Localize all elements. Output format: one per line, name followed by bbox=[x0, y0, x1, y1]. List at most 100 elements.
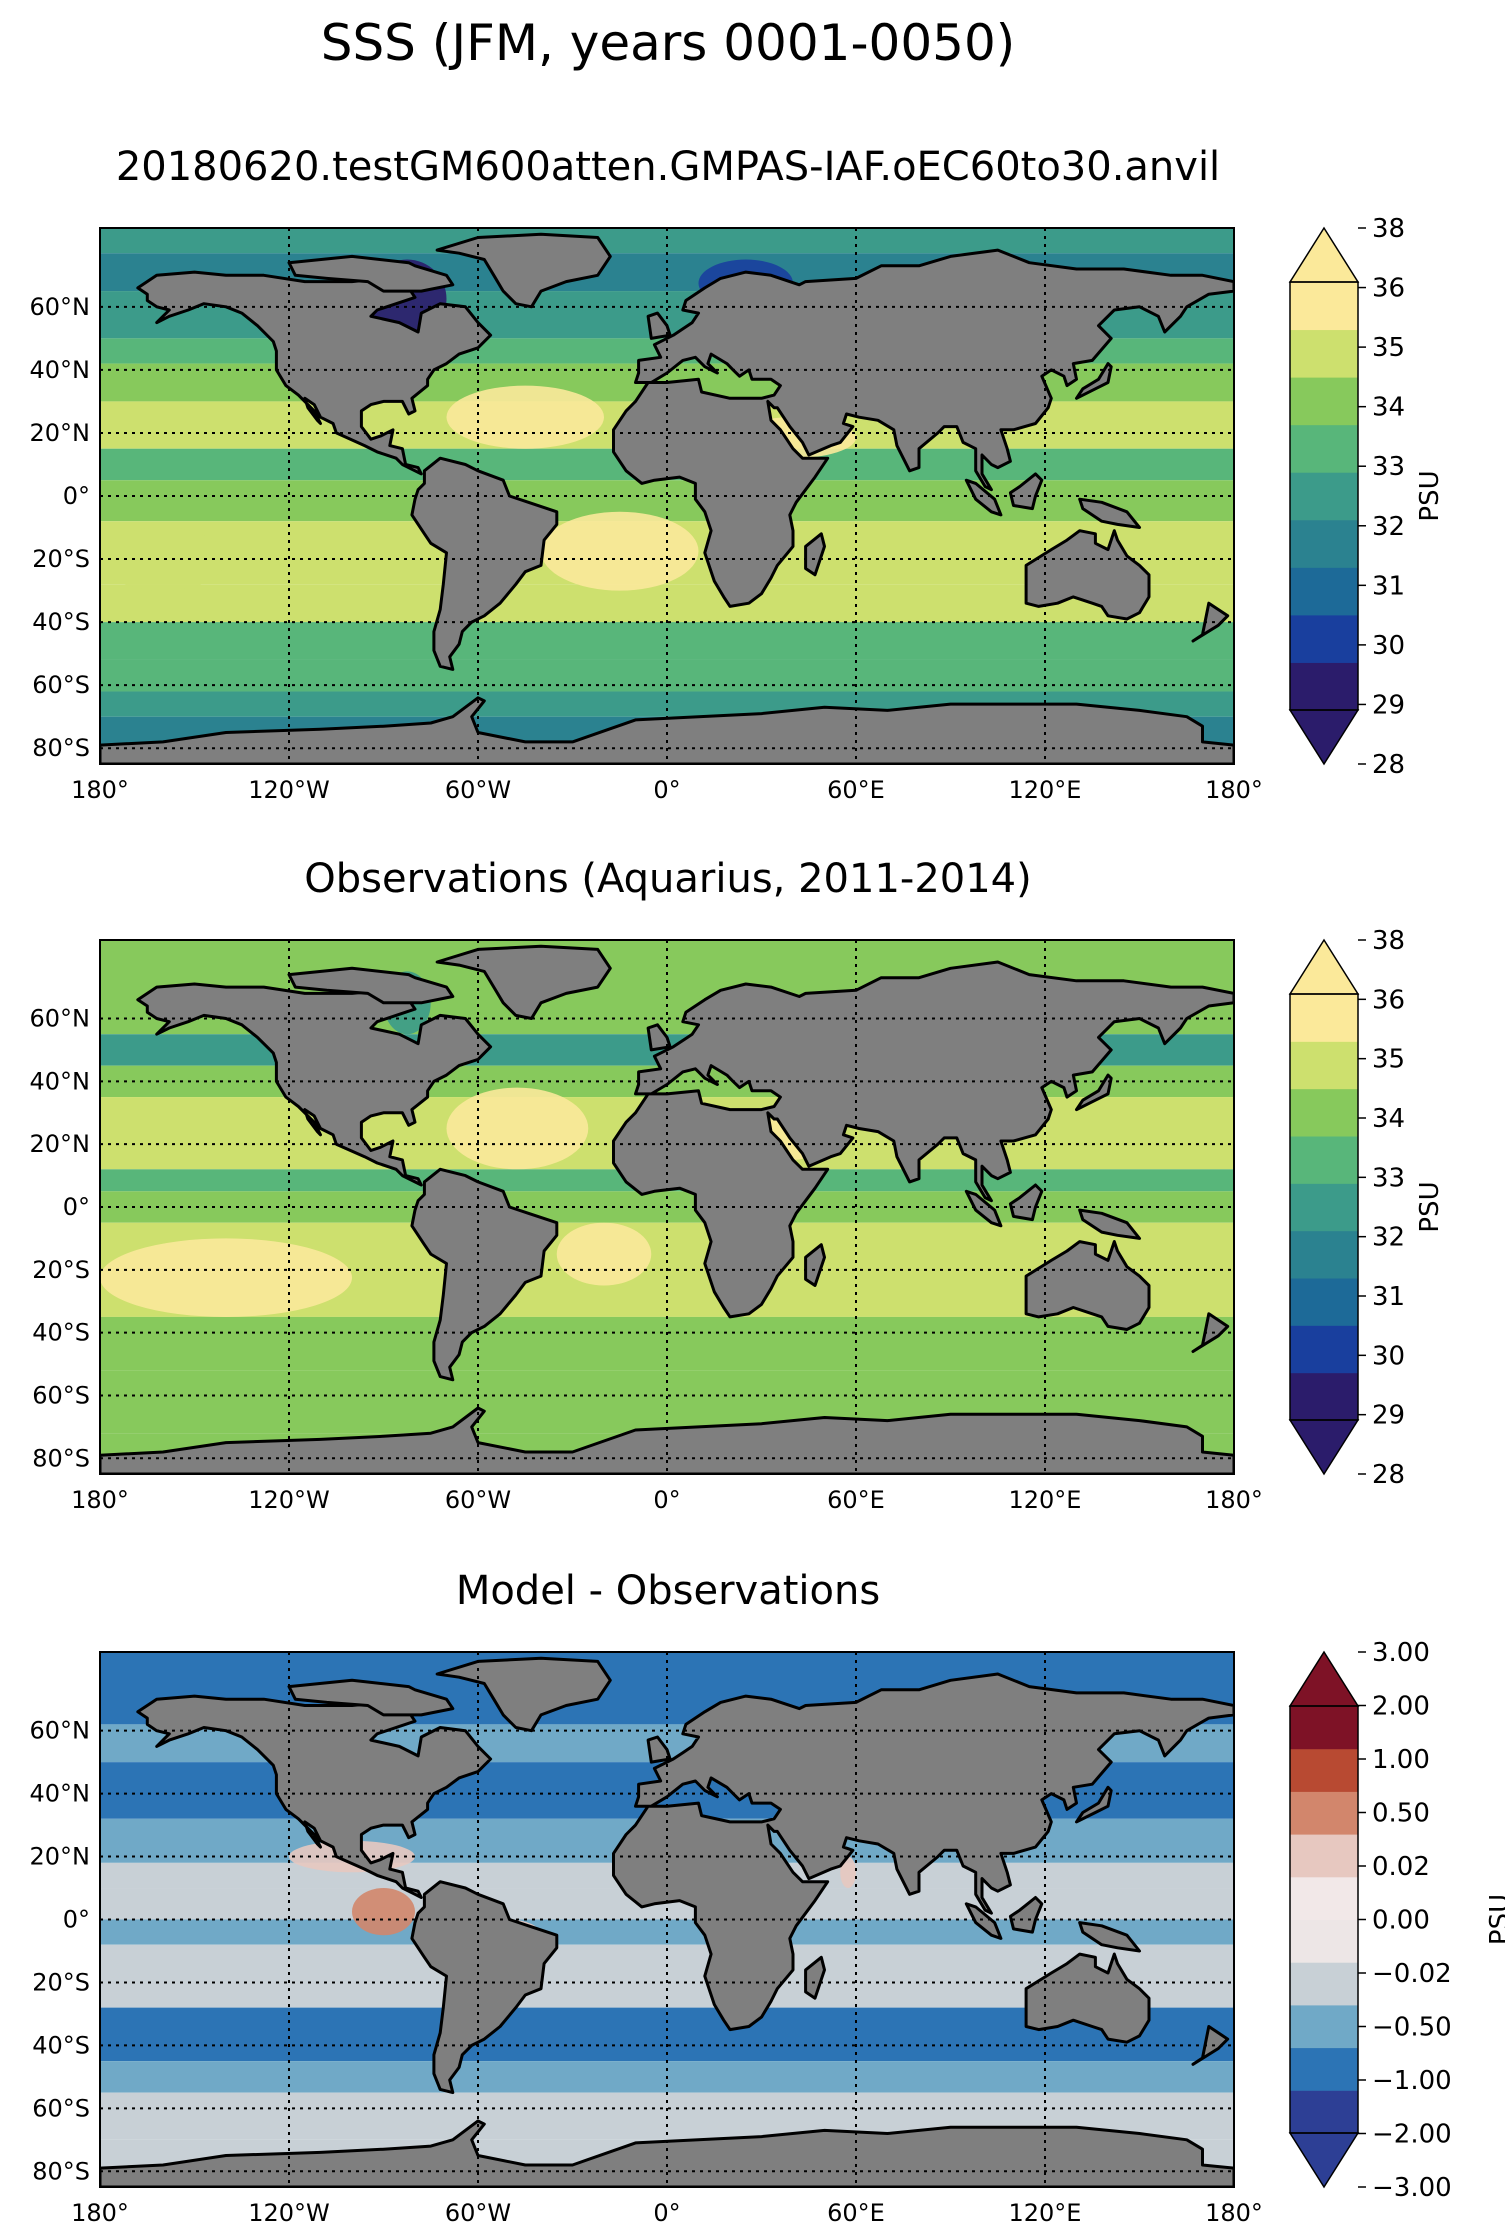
field-region-3 bbox=[100, 527, 226, 591]
colorbar-segment bbox=[1290, 1962, 1358, 2006]
x-tick-label: 120°W bbox=[248, 2199, 330, 2227]
land-sumatra bbox=[964, 478, 1003, 517]
colorbar-tick-label: 28 bbox=[1372, 750, 1405, 780]
land-eurasia-africa bbox=[612, 960, 1234, 1319]
panel-title-observations: Observations (Aquarius, 2011-2014) bbox=[304, 856, 1031, 902]
x-tick-label: 120°E bbox=[1009, 1486, 1082, 1514]
x-tick-label: 120°E bbox=[1009, 776, 1082, 804]
land-eurasia-africa bbox=[612, 248, 1234, 608]
colorbar-segment bbox=[1290, 2090, 1358, 2134]
colorbar-segment bbox=[1290, 424, 1358, 473]
x-tick-label: 180° bbox=[1205, 2199, 1263, 2227]
y-tick-label: 40°S bbox=[32, 1319, 90, 1347]
colorbar-extend-min bbox=[1288, 709, 1360, 766]
map-panel-difference: 180° 120°W 60°W 0° 60°E 120°E 180° 60°N 40°N 20°N… bbox=[30, 1638, 1505, 2227]
colorbar-extend-min bbox=[1288, 1419, 1360, 1476]
y-tick-label: 40°N bbox=[30, 356, 91, 384]
field-region-0 bbox=[446, 1087, 589, 1170]
colorbar-tick-label: 35 bbox=[1372, 333, 1405, 363]
field-region-4 bbox=[100, 1238, 352, 1317]
y-tick-label: 40°N bbox=[30, 1067, 91, 1095]
colorbar-tick-label: 29 bbox=[1372, 690, 1405, 720]
colorbar-tick-label: 32 bbox=[1372, 1223, 1405, 1253]
land-borneo bbox=[1008, 1183, 1044, 1222]
colorbar-segment bbox=[1290, 1088, 1358, 1137]
land-sumatra bbox=[964, 1189, 1003, 1228]
panel-title-difference: Model - Observations bbox=[456, 1568, 880, 1614]
land-australia bbox=[1024, 529, 1151, 621]
colorbar-segment bbox=[1290, 1748, 1358, 1792]
land-borneo bbox=[1008, 1896, 1044, 1934]
land-australia bbox=[1024, 1240, 1151, 1331]
colorbar-tick-label: −1.00 bbox=[1372, 2066, 1452, 2096]
y-tick-label: 20°N bbox=[30, 1130, 91, 1158]
map-area bbox=[100, 940, 1234, 1474]
colorbar-tick-label: −3.00 bbox=[1372, 2173, 1452, 2203]
colorbar-segment bbox=[1290, 1706, 1358, 1750]
x-tick-label: 60°W bbox=[445, 1486, 511, 1514]
colorbar-tick-label: 2.00 bbox=[1372, 1692, 1430, 1722]
land-madagascar bbox=[804, 1955, 826, 2000]
colorbar-segment bbox=[1290, 1876, 1358, 1920]
land-uk bbox=[646, 1735, 672, 1764]
x-tick-label: 180° bbox=[1205, 776, 1263, 804]
colorbar-extend-max bbox=[1288, 226, 1360, 283]
x-tick-label: 60°W bbox=[445, 2199, 511, 2227]
y-tick-label: 20°S bbox=[32, 1968, 90, 1996]
land-north-america bbox=[136, 982, 493, 1187]
land-arctic-islands bbox=[287, 1678, 455, 1717]
land-north-america bbox=[136, 1694, 493, 1899]
colorbar-tick-label: 36 bbox=[1372, 274, 1405, 304]
colorbar-segment bbox=[1290, 662, 1358, 711]
colorbar-tick-label: 0.50 bbox=[1372, 1799, 1430, 1829]
land-new-guinea bbox=[1078, 1208, 1141, 1240]
colorbar-frame bbox=[1289, 281, 1359, 711]
land-south-america bbox=[410, 1167, 559, 1382]
colorbar-segment bbox=[1290, 1041, 1358, 1090]
colorbar-label: PSU bbox=[1485, 1894, 1505, 1945]
map-frame bbox=[99, 1651, 1235, 2188]
y-tick-label: 60°S bbox=[32, 1381, 90, 1409]
land-japan bbox=[1075, 362, 1113, 400]
y-tick-label: 40°S bbox=[32, 2031, 90, 2059]
colorbar-segment bbox=[1290, 2047, 1358, 2091]
field-region-2 bbox=[541, 511, 699, 591]
x-tick-label: 60°E bbox=[827, 1486, 885, 1514]
x-tick-label: 180° bbox=[1205, 1486, 1263, 1514]
colorbar-tick-label: 31 bbox=[1372, 571, 1405, 601]
x-tick-label: 120°W bbox=[248, 776, 330, 804]
colorbar-segment bbox=[1290, 1791, 1358, 1835]
colorbar-segment bbox=[1290, 1136, 1358, 1184]
colorbar-tick-label: 31 bbox=[1372, 1282, 1405, 1312]
colorbar-tick-label: 34 bbox=[1372, 393, 1405, 423]
land-new-zealand bbox=[1191, 601, 1230, 643]
y-tick-label: 20°N bbox=[30, 1843, 91, 1871]
y-tick-label: 60°N bbox=[30, 293, 91, 321]
x-tick-label: 120°W bbox=[248, 1486, 330, 1514]
land-madagascar bbox=[804, 1243, 826, 1287]
map-frame bbox=[99, 939, 1235, 1475]
land-new-guinea bbox=[1078, 1921, 1141, 1953]
land-south-america bbox=[410, 1880, 559, 2095]
colorbar-segment bbox=[1290, 282, 1358, 331]
colorbar-segment bbox=[1290, 1834, 1358, 1878]
panel-title-model: 20180620.testGM600atten.GMPAS-IAF.oEC60t… bbox=[116, 144, 1220, 190]
colorbar-tick-label: 28 bbox=[1372, 1460, 1405, 1490]
land-greenland bbox=[435, 944, 612, 1020]
colorbar-tick-label: 0.00 bbox=[1372, 1906, 1430, 1936]
field-region-0 bbox=[352, 1888, 415, 1936]
land-australia bbox=[1024, 1952, 1151, 2044]
x-tick-label: 120°E bbox=[1009, 2199, 1082, 2227]
colorbar-tick-label: 38 bbox=[1372, 214, 1405, 244]
x-tick-label: 0° bbox=[653, 2199, 680, 2227]
x-tick-label: 0° bbox=[653, 776, 680, 804]
colorbar-segment bbox=[1290, 519, 1358, 568]
land-japan bbox=[1075, 1785, 1113, 1824]
colorbar-segment bbox=[1290, 1278, 1358, 1326]
colorbar-segment bbox=[1290, 2004, 1358, 2049]
x-tick-label: 180° bbox=[71, 1486, 129, 1514]
colorbar-tick-label: 29 bbox=[1372, 1401, 1405, 1431]
land-borneo bbox=[1008, 472, 1044, 511]
x-tick-label: 180° bbox=[71, 776, 129, 804]
